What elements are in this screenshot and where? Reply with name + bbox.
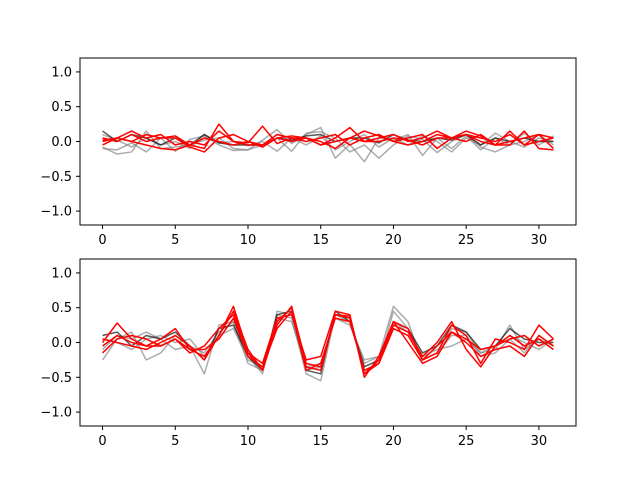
y-tick-label: −0.5 xyxy=(40,371,72,386)
y-tick-label: −1.0 xyxy=(40,406,72,421)
top-subplot: 0 5 10 15 20 25 30 −1.0 −0.5 0.0 0.5 1.0 xyxy=(40,57,577,248)
series-line-red-4 xyxy=(102,123,554,150)
y-tick-label: −1.0 xyxy=(40,205,72,220)
series-group xyxy=(102,123,554,163)
series-line-red-7 xyxy=(102,310,554,372)
x-tick-label: 20 xyxy=(385,434,402,449)
x-tick-label: 25 xyxy=(458,233,475,248)
x-tick-label: 25 xyxy=(458,434,475,449)
x-tick-label: 5 xyxy=(171,434,179,449)
series-line-red-7 xyxy=(102,133,554,151)
x-tick-label: 30 xyxy=(531,233,548,248)
y-tick-label: 0.5 xyxy=(51,100,72,115)
x-tick-label: 15 xyxy=(312,434,329,449)
y-tick-label: −0.5 xyxy=(40,170,72,185)
y-tick-label: 1.0 xyxy=(51,266,72,281)
x-tick-label: 10 xyxy=(240,233,257,248)
x-tick-label: 5 xyxy=(171,233,179,248)
y-tick-label: 0.0 xyxy=(51,336,72,351)
y-tick-label: 0.5 xyxy=(51,301,72,316)
x-tick-label: 10 xyxy=(240,434,257,449)
series-line-red-6 xyxy=(102,133,554,153)
x-tick-label: 30 xyxy=(531,434,548,449)
y-tick-label: 0.0 xyxy=(51,135,72,150)
x-tick-label: 20 xyxy=(385,233,402,248)
series-line-gray-1 xyxy=(102,130,554,159)
series-group xyxy=(101,305,554,382)
bottom-subplot: 0 5 10 15 20 25 30 −1.0 −0.5 0.0 0.5 1.0 xyxy=(40,258,577,449)
x-tick-label: 0 xyxy=(98,233,106,248)
x-tick-label: 0 xyxy=(98,434,106,449)
y-tick-label: 1.0 xyxy=(51,65,72,80)
x-tick-label: 15 xyxy=(312,233,329,248)
